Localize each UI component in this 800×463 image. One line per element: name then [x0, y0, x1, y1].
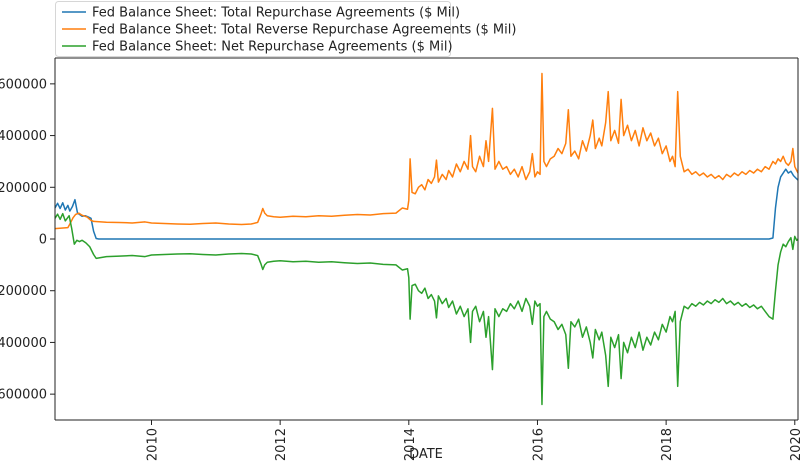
x-tick-label: 2012: [274, 428, 289, 461]
y-tick-label: 400000: [0, 129, 47, 144]
series-line-3: [54, 212, 799, 406]
x-tick-label: 2016: [531, 428, 546, 461]
x-tick-label: 2020: [789, 428, 800, 461]
axes-layer: −600000 −400000 −200000 0 200000 400000 600000…: [0, 57, 800, 461]
y-tick-label: −200000: [0, 284, 47, 299]
legend-label-2: Fed Balance Sheet: Total Reverse Repurch…: [92, 23, 516, 38]
series-line-1: [54, 168, 799, 240]
x-tick-label: 2018: [660, 428, 675, 461]
y-tick-label: −400000: [0, 336, 47, 351]
x-axis-label: DATE: [409, 447, 443, 462]
legend: Fed Balance Sheet: Total Repurchase Agre…: [55, 1, 516, 57]
series-layer: [54, 72, 799, 406]
series-line-2: [54, 72, 799, 230]
y-tick-label: 0: [39, 233, 47, 248]
x-tick-label: 2010: [145, 428, 160, 461]
legend-label-1: Fed Balance Sheet: Total Repurchase Agre…: [92, 6, 460, 21]
legend-label-3: Fed Balance Sheet: Net Repurchase Agreem…: [92, 40, 453, 55]
y-tick-label: 600000: [0, 77, 47, 92]
y-tick-label: 200000: [0, 181, 47, 196]
x-tick-label: 2014: [403, 428, 418, 461]
legend-frame: [55, 1, 451, 57]
y-tick-label: −600000: [0, 388, 47, 403]
